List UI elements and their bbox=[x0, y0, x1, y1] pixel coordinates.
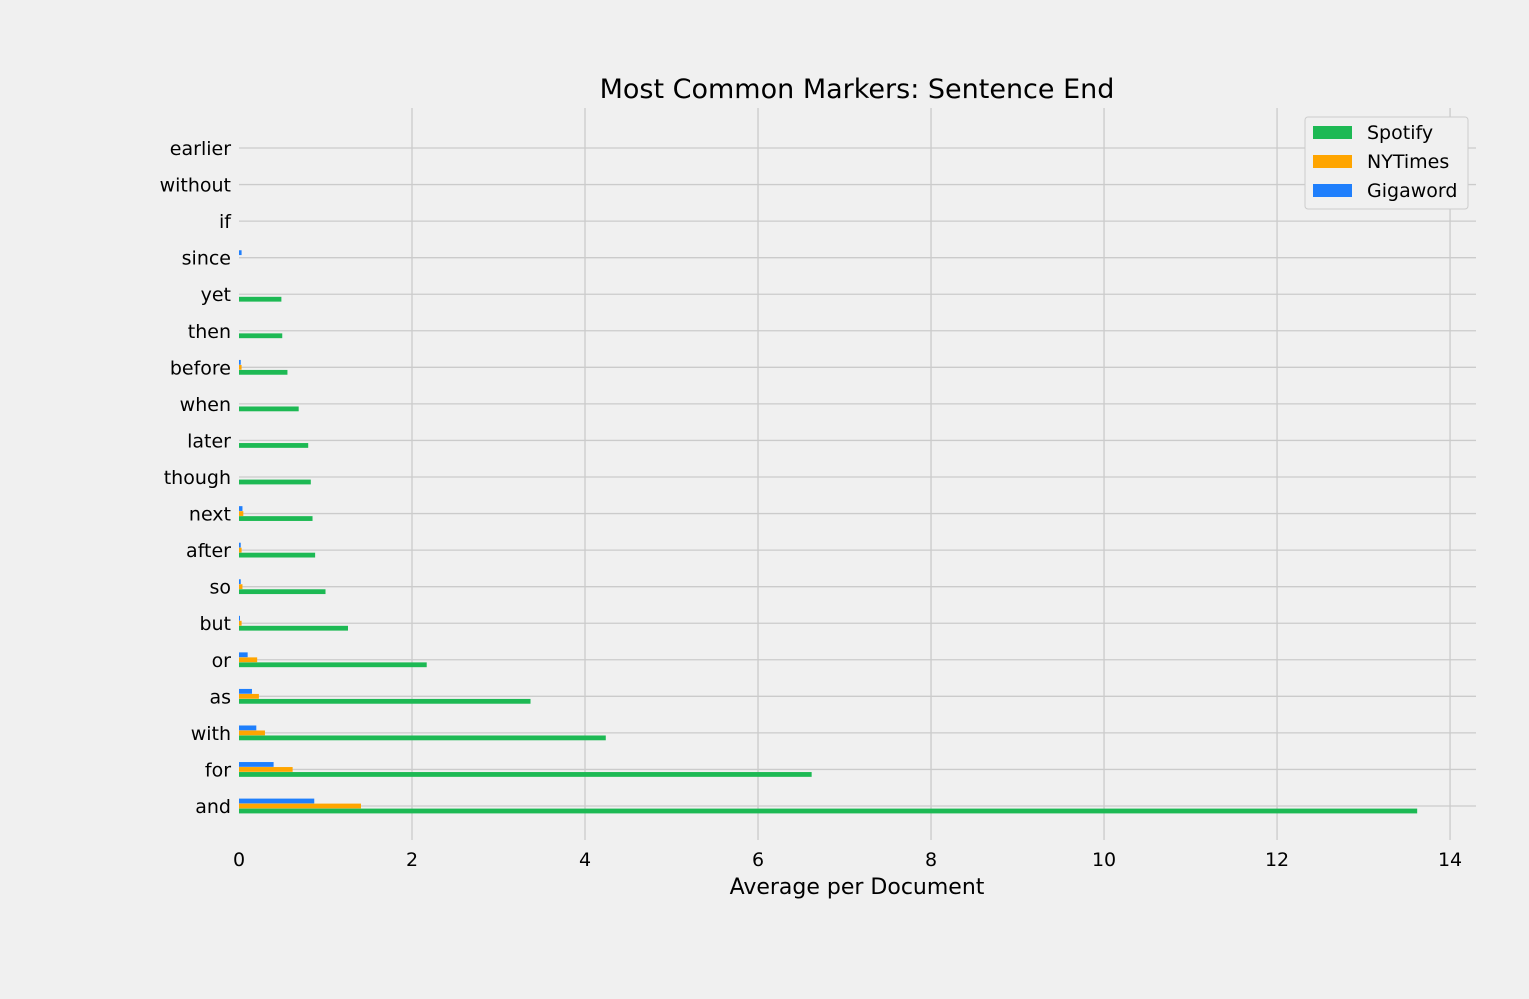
bar-spotify-after bbox=[239, 552, 316, 558]
y-tick-label: earlier bbox=[170, 138, 231, 160]
bar-nytimes-or bbox=[239, 657, 258, 663]
bar-spotify-though bbox=[239, 479, 311, 485]
bar-spotify-next bbox=[239, 516, 313, 521]
bar-spotify-when bbox=[239, 406, 299, 412]
bar-nytimes-and bbox=[239, 803, 361, 809]
x-tick-label: 0 bbox=[233, 849, 245, 871]
y-axis-ticks: and for with as or but so after next though later w… bbox=[160, 138, 233, 818]
bar-spotify-as bbox=[239, 698, 531, 704]
y-tick-label: when bbox=[180, 394, 231, 416]
bar-gigaword-after bbox=[239, 542, 241, 548]
x-tick-label: 2 bbox=[406, 849, 418, 871]
y-tick-label: before bbox=[170, 357, 231, 379]
bar-gigaword-but bbox=[239, 615, 240, 621]
y-tick-label: with bbox=[191, 723, 231, 745]
legend-swatch-spotify bbox=[1313, 126, 1352, 139]
x-tick-label: 12 bbox=[1265, 849, 1289, 871]
bar-spotify-so bbox=[239, 589, 326, 595]
x-tick-label: 8 bbox=[925, 849, 937, 871]
bar-spotify-yet bbox=[239, 296, 282, 302]
y-tick-label: yet bbox=[201, 284, 231, 306]
y-tick-label: next bbox=[189, 504, 231, 526]
bar-nytimes-after bbox=[239, 547, 242, 553]
bar-spotify-but bbox=[239, 625, 348, 631]
legend-label-spotify: Spotify bbox=[1367, 122, 1433, 144]
bar-nytimes-for bbox=[239, 767, 293, 772]
bar-spotify-with bbox=[239, 735, 606, 741]
chart-title: Most Common Markers: Sentence End bbox=[600, 74, 1115, 105]
bar-spotify-for bbox=[239, 772, 812, 777]
bar-spotify-before bbox=[239, 369, 288, 375]
y-tick-label: if bbox=[219, 211, 232, 233]
bar-spotify-then bbox=[239, 333, 283, 339]
y-tick-label: then bbox=[188, 321, 231, 343]
bar-nytimes-but bbox=[239, 620, 242, 626]
bar-gigaword-next bbox=[239, 506, 243, 511]
bar-spotify-or bbox=[239, 662, 427, 668]
bar-nytimes-next bbox=[239, 511, 244, 516]
y-tick-label: for bbox=[205, 759, 231, 781]
x-axis-label: Average per Document bbox=[730, 875, 985, 900]
legend: Spotify NYTimes Gigaword bbox=[1304, 116, 1469, 210]
bar-gigaword-or bbox=[239, 652, 248, 658]
x-tick-label: 6 bbox=[752, 849, 764, 871]
y-tick-label: so bbox=[209, 577, 231, 599]
bar-spotify-and bbox=[239, 808, 1418, 814]
bar-gigaword-before bbox=[239, 359, 241, 365]
bar-nytimes-as bbox=[239, 693, 259, 699]
bars bbox=[239, 250, 1418, 814]
bar-nytimes-so bbox=[239, 584, 243, 590]
bar-gigaword-with bbox=[239, 725, 257, 731]
bar-nytimes-before bbox=[239, 364, 242, 370]
legend-swatch-nytimes bbox=[1313, 155, 1352, 168]
y-tick-label: though bbox=[164, 467, 231, 489]
bar-gigaword-and bbox=[239, 798, 315, 804]
legend-label-gigaword: Gigaword bbox=[1367, 180, 1457, 202]
legend-label-nytimes: NYTimes bbox=[1367, 151, 1449, 173]
grid bbox=[239, 108, 1476, 840]
bar-gigaword-as bbox=[239, 688, 252, 694]
y-tick-label: and bbox=[195, 796, 231, 818]
bar-gigaword-for bbox=[239, 762, 274, 767]
y-tick-label: after bbox=[186, 540, 231, 562]
y-tick-label: but bbox=[199, 613, 231, 635]
x-tick-label: 10 bbox=[1092, 849, 1116, 871]
y-tick-label: without bbox=[160, 175, 231, 197]
bar-gigaword-since bbox=[239, 250, 242, 256]
y-tick-label: as bbox=[209, 686, 231, 708]
legend-swatch-gigaword bbox=[1313, 184, 1352, 197]
x-tick-label: 4 bbox=[579, 849, 591, 871]
y-tick-label: or bbox=[212, 650, 232, 672]
y-tick-label: later bbox=[187, 430, 231, 452]
x-tick-label: 14 bbox=[1438, 849, 1462, 871]
x-axis-ticks: 0 2 4 6 8 10 12 14 bbox=[233, 849, 1462, 871]
bar-spotify-later bbox=[239, 443, 309, 448]
bar-gigaword-so bbox=[239, 579, 241, 585]
y-tick-label: since bbox=[182, 248, 231, 270]
bar-nytimes-with bbox=[239, 730, 265, 736]
